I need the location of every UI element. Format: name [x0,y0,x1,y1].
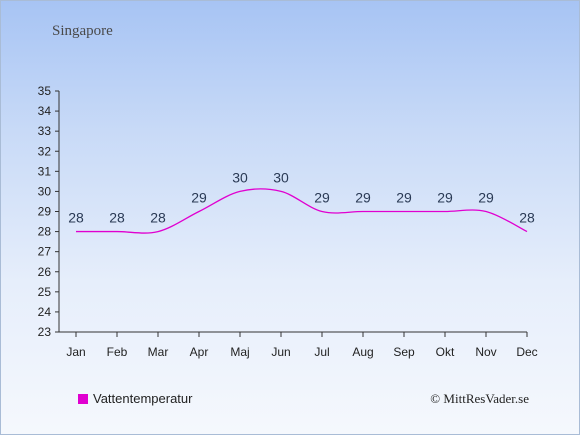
y-tick-label: 34 [38,104,52,118]
y-tick-label: 30 [38,184,52,198]
y-tick-label: 31 [38,164,52,178]
x-tick-label: Mar [148,345,169,359]
data-label: 28 [68,210,84,226]
y-tick-label: 24 [38,305,52,319]
x-tick-label: Apr [190,345,209,359]
x-tick-label: Jul [314,345,329,359]
y-tick-label: 26 [38,265,52,279]
x-tick-label: Okt [436,345,455,359]
y-tick-label: 25 [38,285,52,299]
y-tick-label: 32 [38,144,52,158]
y-tick-label: 27 [38,245,52,259]
y-tick-label: 28 [38,225,52,239]
legend-label: Vattentemperatur [93,391,193,406]
legend: Vattentemperatur [78,391,192,406]
x-tick-label: Dec [516,345,537,359]
credit-text: © MittResVader.se [430,391,529,406]
data-label: 30 [273,169,289,185]
x-tick-label: Jun [271,345,290,359]
data-label: 29 [396,190,412,206]
y-tick-label: 29 [38,205,52,219]
data-label: 29 [355,190,371,206]
legend-swatch [78,393,88,404]
x-tick-label: Maj [230,345,249,359]
y-tick-label: 33 [38,124,52,138]
y-tick-label: 35 [38,84,52,98]
data-label: 29 [437,190,453,206]
data-label: 28 [109,210,125,226]
x-tick-label: Aug [352,345,373,359]
x-tick-label: Nov [475,345,496,359]
data-label: 29 [314,190,330,206]
y-tick-label: 23 [38,325,52,339]
data-label: 28 [519,210,535,226]
data-label: 28 [150,210,166,226]
data-label: 30 [232,169,248,185]
series-line [75,188,528,234]
data-label: 29 [478,190,494,206]
x-tick-label: Sep [393,345,415,359]
x-tick-label: Feb [107,345,128,359]
chart-title: Singapore [52,23,113,39]
x-tick-label: Jan [66,345,85,359]
data-label: 29 [191,190,207,206]
